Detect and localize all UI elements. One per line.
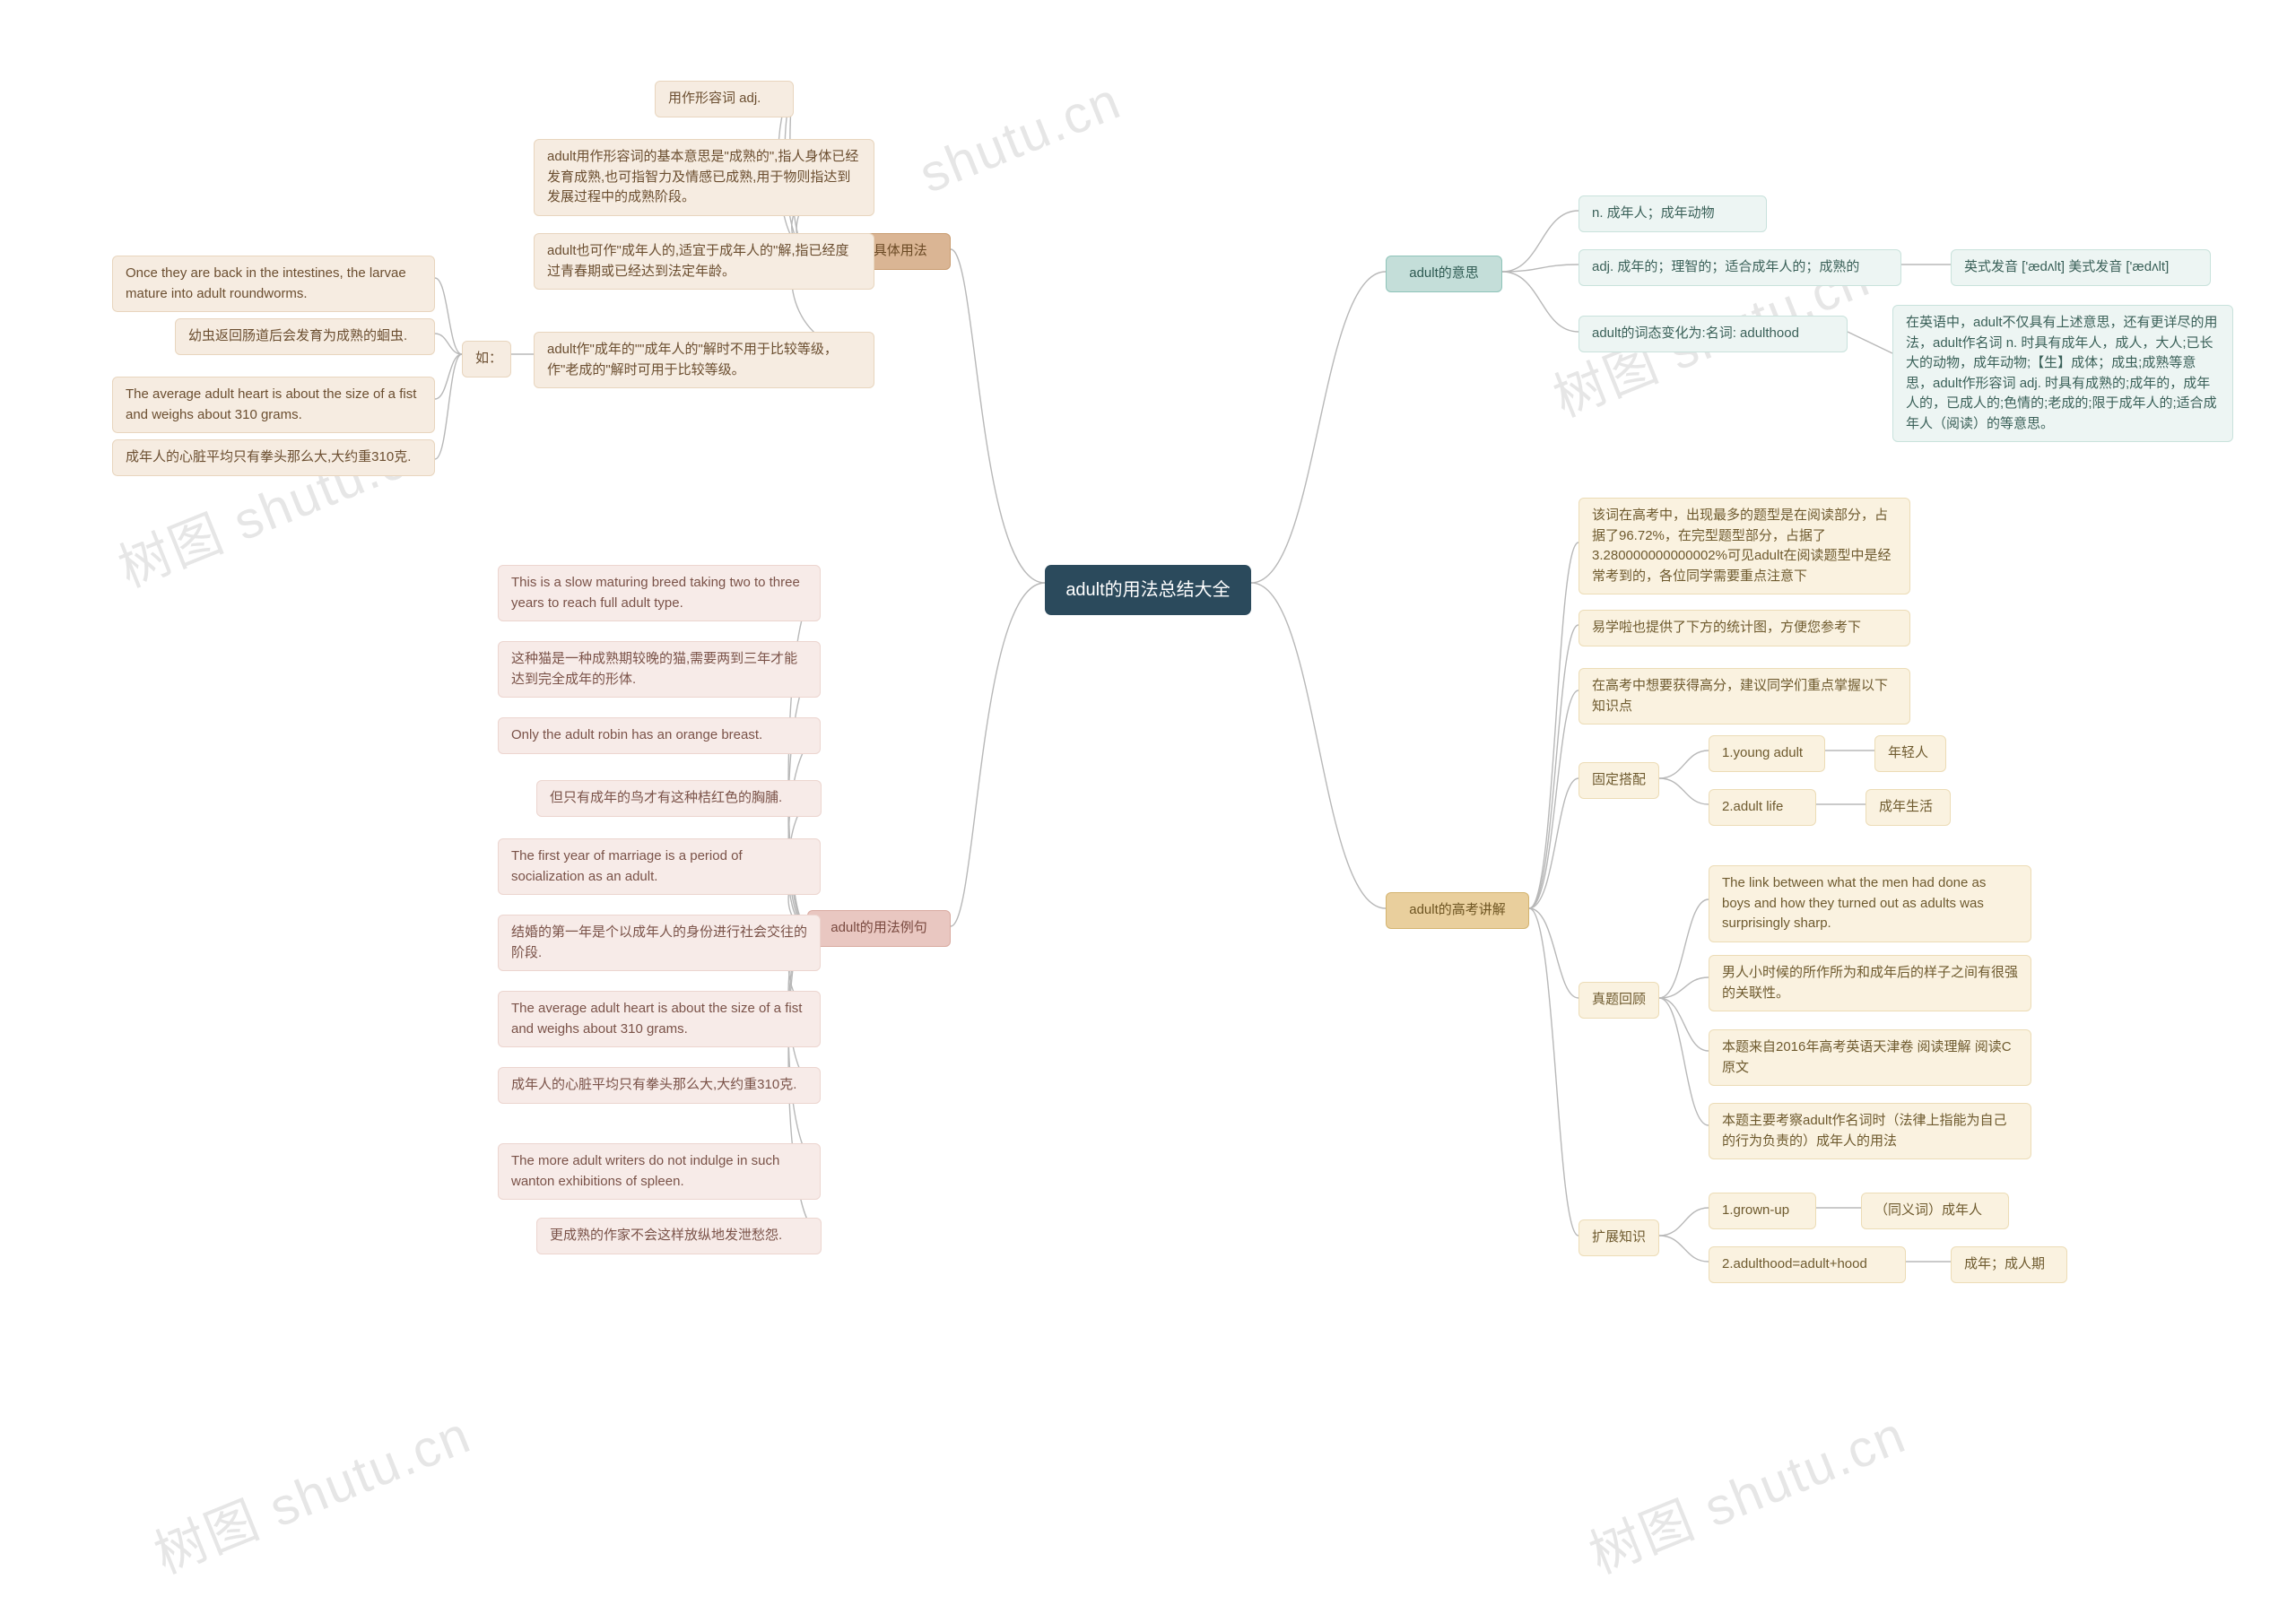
ex-s6[interactable]: 结婚的第一年是个以成年人的身份进行社会交往的阶段. [498, 915, 821, 971]
usage-eg[interactable]: 如： [462, 341, 511, 377]
ex-s10[interactable]: 更成熟的作家不会这样放纵地发泄愁怨. [536, 1218, 822, 1254]
meaning-adj[interactable]: adj. 成年的；理智的；适合成年人的；成熟的 [1578, 249, 1901, 286]
gaokao-review[interactable]: 真题回顾 [1578, 982, 1659, 1019]
extend-e2[interactable]: 2.adulthood=adult+hood [1709, 1246, 1906, 1283]
usage-e2[interactable]: 幼虫返回肠道后会发育为成熟的蛔虫. [175, 318, 435, 355]
usage-u4[interactable]: adult作"成年的""成年人的"解时不用于比较等级，作"老成的"解时可用于比较… [534, 332, 874, 388]
extend-e1r[interactable]: （同义词）成年人 [1861, 1193, 2009, 1229]
usage-e1[interactable]: Once they are back in the intestines, th… [112, 256, 435, 312]
watermark: 树图 shutu.cn [142, 1393, 481, 1588]
fixed-i1r[interactable]: 年轻人 [1874, 735, 1946, 772]
watermark: 树图 shutu.cn [1577, 1393, 1916, 1588]
ex-s3[interactable]: Only the adult robin has an orange breas… [498, 717, 821, 754]
extend-e1[interactable]: 1.grown-up [1709, 1193, 1816, 1229]
watermark: 树图 shutu.cn [106, 406, 445, 602]
branch-examples[interactable]: adult的用法例句 [807, 910, 951, 947]
connector-layer [0, 0, 2296, 1614]
fixed-i1[interactable]: 1.young adult [1709, 735, 1825, 772]
usage-u3[interactable]: adult也可作"成年人的,适宜于成年人的"解,指已经度过青春期或已经达到法定年… [534, 233, 874, 290]
gaokao-p3[interactable]: 在高考中想要获得高分，建议同学们重点掌握以下知识点 [1578, 668, 1910, 725]
ex-s9[interactable]: The more adult writers do not indulge in… [498, 1143, 821, 1200]
usage-u2[interactable]: adult用作形容词的基本意思是"成熟的",指人身体已经发育成熟,也可指智力及情… [534, 139, 874, 216]
meaning-pron[interactable]: 英式发音 ['ædʌlt] 美式发音 ['ædʌlt] [1951, 249, 2211, 286]
branch-meaning[interactable]: adult的意思 [1386, 256, 1502, 292]
review-r2[interactable]: 男人小时候的所作所为和成年后的样子之间有很强的关联性。 [1709, 955, 2031, 1011]
ex-s7[interactable]: The average adult heart is about the siz… [498, 991, 821, 1047]
review-r3[interactable]: 本题来自2016年高考英语天津卷 阅读理解 阅读C 原文 [1709, 1029, 2031, 1086]
ex-s5[interactable]: The first year of marriage is a period o… [498, 838, 821, 895]
gaokao-fixed[interactable]: 固定搭配 [1578, 762, 1659, 799]
usage-e3[interactable]: The average adult heart is about the siz… [112, 377, 435, 433]
extend-e2r[interactable]: 成年；成人期 [1951, 1246, 2067, 1283]
ex-s4[interactable]: 但只有成年的鸟才有这种桔红色的胸脯. [536, 780, 822, 817]
review-r1[interactable]: The link between what the men had done a… [1709, 865, 2031, 942]
watermark: shutu.cn [911, 70, 1129, 204]
meaning-morph[interactable]: adult的词态变化为:名词: adulthood [1578, 316, 1848, 352]
usage-e4[interactable]: 成年人的心脏平均只有拳头那么大,大约重310克. [112, 439, 435, 476]
ex-s2[interactable]: 这种猫是一种成熟期较晚的猫,需要两到三年才能达到完全成年的形体. [498, 641, 821, 698]
root-node[interactable]: adult的用法总结大全 [1045, 565, 1251, 615]
fixed-i2[interactable]: 2.adult life [1709, 789, 1816, 826]
branch-gaokao[interactable]: adult的高考讲解 [1386, 892, 1529, 929]
ex-s1[interactable]: This is a slow maturing breed taking two… [498, 565, 821, 621]
review-r4[interactable]: 本题主要考察adult作名词时（法律上指能为自己的行为负责的）成年人的用法 [1709, 1103, 2031, 1159]
usage-u1[interactable]: 用作形容词 adj. [655, 81, 794, 117]
ex-s8[interactable]: 成年人的心脏平均只有拳头那么大,大约重310克. [498, 1067, 821, 1104]
fixed-i2r[interactable]: 成年生活 [1866, 789, 1951, 826]
meaning-noun[interactable]: n. 成年人；成年动物 [1578, 195, 1767, 232]
gaokao-p2[interactable]: 易学啦也提供了下方的统计图，方便您参考下 [1578, 610, 1910, 646]
gaokao-p1[interactable]: 该词在高考中，出现最多的题型是在阅读部分，占据了96.72%，在完型题型部分，占… [1578, 498, 1910, 594]
meaning-detail[interactable]: 在英语中，adult不仅具有上述意思，还有更详尽的用法，adult作名词 n. … [1892, 305, 2233, 442]
gaokao-extend[interactable]: 扩展知识 [1578, 1219, 1659, 1256]
